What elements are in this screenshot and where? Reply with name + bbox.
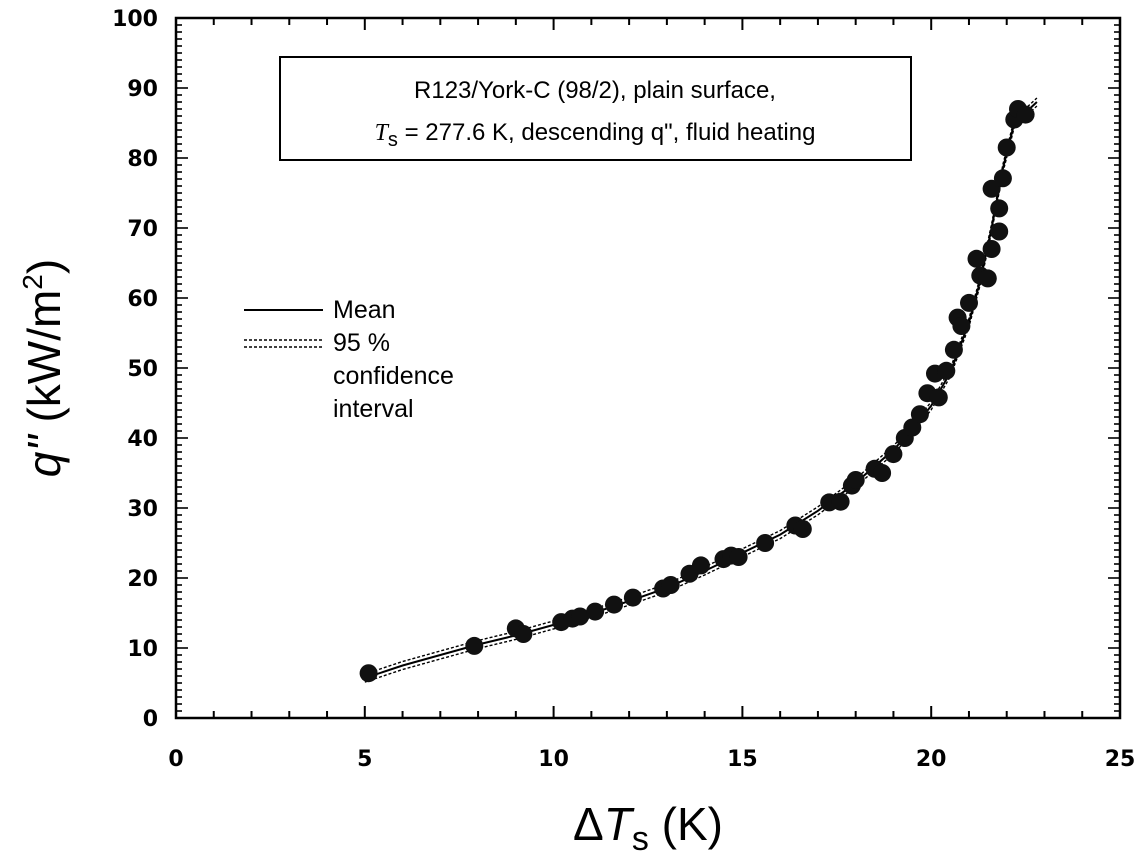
- y-tick-label: 70: [127, 217, 158, 242]
- data-point: [586, 602, 605, 621]
- title-box: R123/York-C (98/2), plain surface, Ts = …: [279, 56, 912, 161]
- y-axis-unit-end: ): [18, 259, 70, 274]
- x-tick-label: 5: [357, 747, 372, 772]
- data-point: [952, 317, 971, 335]
- data-point: [960, 293, 978, 312]
- y-tick-label: 100: [112, 7, 158, 32]
- data-point: [978, 269, 997, 288]
- data-point: [873, 464, 892, 482]
- legend: Mean 95 % confidence interval: [244, 296, 454, 423]
- data-point: [793, 520, 812, 538]
- tick-labels: 0 5 10 15 20 25 0 10 20 30 40 50 60 70 80 90 100: [112, 7, 1135, 772]
- y-axis-symbol: q": [18, 433, 70, 478]
- x-tick-label: 20: [916, 747, 947, 772]
- chart-title-line1: R123/York-C (98/2), plain surface,: [414, 77, 776, 104]
- y-tick-label: 60: [127, 287, 158, 312]
- data-point: [884, 445, 903, 464]
- legend-ci-label-2: confidence: [333, 362, 454, 390]
- x-axis-title: ΔTs (K): [573, 798, 723, 858]
- y-tick-label: 40: [127, 427, 158, 452]
- y-tick-label: 20: [127, 567, 158, 592]
- legend-ci-label-1: 95 %: [333, 329, 390, 357]
- data-point: [846, 471, 865, 489]
- y-tick-label: 10: [127, 637, 158, 662]
- data-point: [465, 636, 484, 655]
- data-point: [571, 607, 589, 626]
- x-tick-label: 25: [1105, 747, 1136, 772]
- data-point: [514, 625, 533, 643]
- y-axis-unit: (kW/m: [18, 290, 70, 436]
- y-tick-label: 0: [143, 707, 158, 732]
- x-tick-label: 0: [168, 747, 183, 772]
- data-point: [944, 340, 963, 359]
- data-point: [729, 548, 748, 566]
- y-tick-label: 50: [127, 357, 158, 382]
- data-point: [756, 534, 775, 552]
- data-points: [359, 100, 1035, 683]
- title-symbol: T: [375, 120, 390, 146]
- x-axis-symbol: T: [604, 798, 635, 850]
- title-rest: = 277.6 K, descending q", fluid heating: [398, 119, 816, 146]
- x-tick-label: 10: [538, 747, 569, 772]
- data-point: [929, 388, 948, 407]
- data-point: [359, 664, 378, 683]
- data-point: [997, 138, 1016, 157]
- legend-ci-label-3: interval: [333, 395, 414, 423]
- data-point: [990, 199, 1009, 218]
- x-tick-label: 15: [727, 747, 758, 772]
- y-axis-title: q" (kW/m2): [17, 259, 70, 477]
- axis-ticks: [175, 17, 1121, 719]
- data-point: [691, 556, 710, 575]
- x-axis-unit: (K): [649, 798, 723, 850]
- data-point: [661, 576, 680, 594]
- data-point: [605, 595, 623, 614]
- y-axis-unit-sup: 2: [17, 274, 48, 290]
- title-subscript: s: [388, 129, 398, 151]
- x-axis-delta: Δ: [573, 798, 604, 850]
- legend-mean-label: Mean: [333, 296, 396, 324]
- data-point: [903, 418, 922, 437]
- data-point: [937, 361, 956, 380]
- data-point: [623, 588, 642, 607]
- data-point: [1016, 105, 1035, 124]
- y-tick-label: 90: [127, 77, 158, 102]
- y-tick-label: 30: [127, 497, 158, 522]
- data-point: [967, 249, 986, 268]
- data-point: [990, 222, 1009, 241]
- x-axis-subscript: s: [632, 820, 649, 858]
- data-point: [982, 240, 1001, 258]
- chart-title-line2: Ts = 277.6 K, descending q", fluid heati…: [375, 119, 816, 151]
- data-point: [910, 405, 929, 424]
- data-point: [993, 169, 1012, 188]
- data-point: [982, 179, 1001, 198]
- y-tick-label: 80: [127, 147, 158, 172]
- data-point: [831, 492, 850, 511]
